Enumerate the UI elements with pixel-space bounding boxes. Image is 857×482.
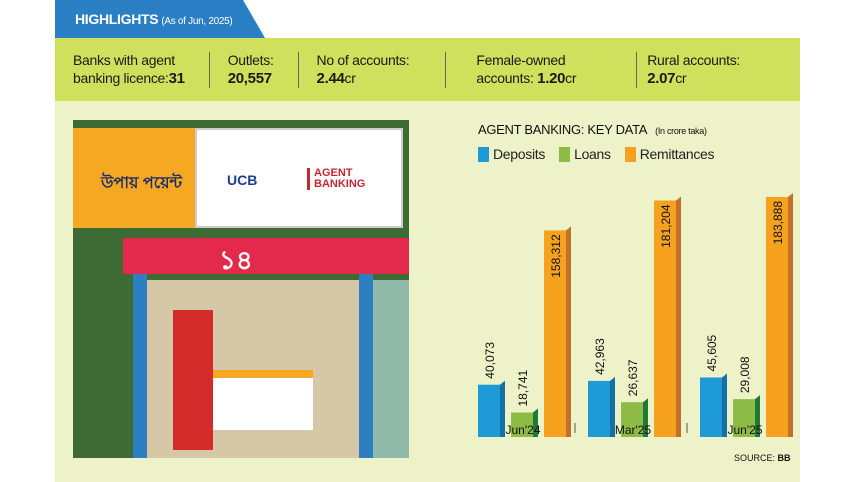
stat-label: No of accounts: xyxy=(316,52,410,68)
bar-remittances xyxy=(766,196,788,437)
stat-value: 20,557 xyxy=(227,70,272,87)
stats-band: Banks with agent banking licence:31 Outle… xyxy=(55,38,800,101)
stat-rural: Rural accounts: 2.07cr xyxy=(637,51,740,88)
stat-label: Female-owned xyxy=(476,52,566,68)
chart-subtitle: (In crore taka) xyxy=(655,126,707,136)
bar-deposits xyxy=(700,377,722,437)
x-tick-label: Mar'25 xyxy=(615,423,652,437)
divider xyxy=(297,51,299,88)
agent-banking-logo: AGENT BANKING xyxy=(307,168,401,190)
stat-label: banking licence: xyxy=(73,70,169,86)
stat-unit: cr xyxy=(344,70,356,86)
ucb-signboard: UCB AGENT BANKING xyxy=(195,128,403,228)
stat-accounts: No of accounts: 2.44cr xyxy=(299,51,410,88)
chart-title: AGENT BANKING: KEY DATA (In crore taka) xyxy=(478,122,707,137)
bar-side xyxy=(643,398,648,437)
stat-label: Banks with agent xyxy=(73,52,175,68)
data-label: 181,204 xyxy=(659,204,673,248)
stat-unit: cr xyxy=(565,70,577,86)
bar-remittances xyxy=(654,200,676,437)
divider xyxy=(636,51,638,88)
bar-loans xyxy=(511,412,533,437)
legend-label: Loans xyxy=(574,146,611,162)
stat-unit: cr xyxy=(675,70,687,86)
data-label: 18,741 xyxy=(516,370,530,407)
source-note: SOURCE: BB xyxy=(734,453,791,463)
promo-banner: ১৪ xyxy=(123,238,409,275)
stat-label: accounts: xyxy=(476,70,538,86)
legend-label: Remittances xyxy=(639,146,715,162)
bar-side xyxy=(500,380,505,437)
bar-side xyxy=(566,226,571,437)
counter xyxy=(213,370,313,430)
data-label: 158,312 xyxy=(549,234,563,278)
stat-banks: Banks with agent banking licence:31 xyxy=(55,51,185,88)
highlights-tab: HIGHLIGHTS (As of Jun, 2025) xyxy=(55,0,265,38)
ucb-logo: UCB xyxy=(227,172,258,188)
pillar xyxy=(359,274,373,458)
data-label: 26,637 xyxy=(626,359,640,396)
bar-side xyxy=(676,196,681,437)
bar-deposits xyxy=(478,384,500,437)
highlights-date: (As of Jun, 2025) xyxy=(161,16,233,27)
divider xyxy=(208,51,210,88)
legend-swatch xyxy=(624,146,636,162)
agent-outlet-photo: উপায় পয়েন্ট UCB AGENT BANKING ১৪ xyxy=(73,120,409,458)
legend-loans: Loans xyxy=(559,146,611,162)
stat-value: 1.20 xyxy=(537,70,566,87)
bar-remittances xyxy=(544,230,566,437)
door xyxy=(373,280,409,458)
bar-side xyxy=(610,376,615,437)
upay-logo: উপায় পয়েন্ট xyxy=(73,128,195,228)
fridge xyxy=(173,310,213,450)
legend-label: Deposits xyxy=(493,146,546,162)
data-label: 45,605 xyxy=(705,334,719,371)
stat-value: 2.44 xyxy=(316,70,345,87)
stat-female: Female-owned accounts: 1.20cr xyxy=(446,51,576,88)
bar-side xyxy=(533,408,538,437)
data-label: 40,073 xyxy=(483,342,497,379)
bar-side xyxy=(722,373,727,437)
x-tick-label: Jun'24 xyxy=(506,423,541,437)
legend-swatch xyxy=(559,146,571,162)
data-label: 42,963 xyxy=(593,338,607,375)
legend-deposits: Deposits xyxy=(478,146,545,162)
stat-value: 2.07 xyxy=(647,70,676,87)
data-label: 29,008 xyxy=(738,356,752,393)
source-label: SOURCE: xyxy=(734,453,778,463)
chart-legend: Deposits Loans Remittances xyxy=(478,146,715,162)
data-label: 183,888 xyxy=(771,201,785,245)
stat-value: 31 xyxy=(168,70,185,87)
bar-side xyxy=(755,395,760,437)
legend-remittances: Remittances xyxy=(624,146,715,162)
upay-text: উপায় পয়েন্ট xyxy=(101,175,183,192)
bar-loans xyxy=(733,399,755,437)
legend-swatch xyxy=(478,146,489,162)
bar-deposits xyxy=(588,380,610,437)
stat-label: Outlets: xyxy=(227,52,274,68)
stat-outlets: Outlets: 20,557 xyxy=(210,51,274,88)
stat-label: Rural accounts: xyxy=(647,52,740,68)
divider xyxy=(445,51,447,88)
bar-loans xyxy=(621,402,643,437)
banner-price: ১৪ xyxy=(219,245,253,275)
x-tick-label: Jun'25 xyxy=(728,423,763,437)
chart-title-text: AGENT BANKING: KEY DATA xyxy=(478,122,648,137)
highlights-title: HIGHLIGHTS xyxy=(75,11,159,27)
bar-side xyxy=(788,192,793,437)
pillar xyxy=(133,274,147,458)
source-value: BB xyxy=(777,453,791,463)
